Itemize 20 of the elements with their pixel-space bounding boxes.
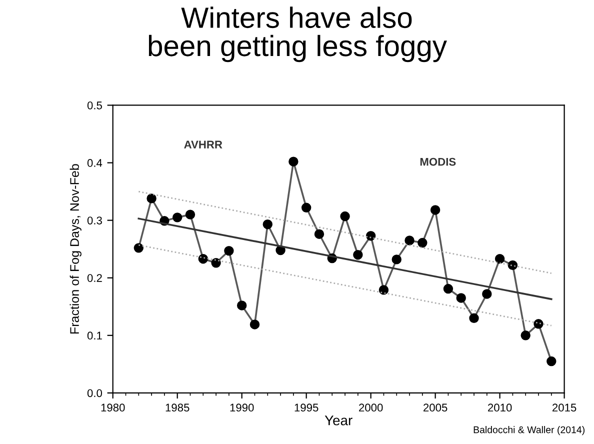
y-tick-label: 0.3 xyxy=(87,216,102,224)
chart-title: Winters have also been getting less foggy xyxy=(148,6,447,62)
x-axis-title: Year xyxy=(324,416,352,426)
y-tick-label: 0.2 xyxy=(87,274,102,282)
x-tick-label: 2000 xyxy=(359,404,383,412)
annotation: MODIS xyxy=(420,158,456,166)
y-axis-title: Fraction of Fog Days, Nov-Feb xyxy=(70,164,82,334)
y-tick-label: 0.4 xyxy=(87,159,102,167)
x-tick-label: 1990 xyxy=(230,404,254,412)
x-tick-label: 1985 xyxy=(166,404,190,412)
text: Baldocchi & Waller (2014) xyxy=(474,426,584,436)
annotation: AVHRR xyxy=(184,140,222,148)
x-tick-label: 1995 xyxy=(294,404,318,412)
x-tick-label: 1980 xyxy=(101,404,125,412)
y-tick-label: 0.1 xyxy=(87,332,102,340)
x-tick-label: 2010 xyxy=(488,404,512,412)
y-tick-label: 0.5 xyxy=(87,101,102,110)
y-tick-label: 0.0 xyxy=(87,389,102,398)
x-tick-label: 2015 xyxy=(552,404,576,412)
x-tick-label: 2005 xyxy=(424,404,448,412)
